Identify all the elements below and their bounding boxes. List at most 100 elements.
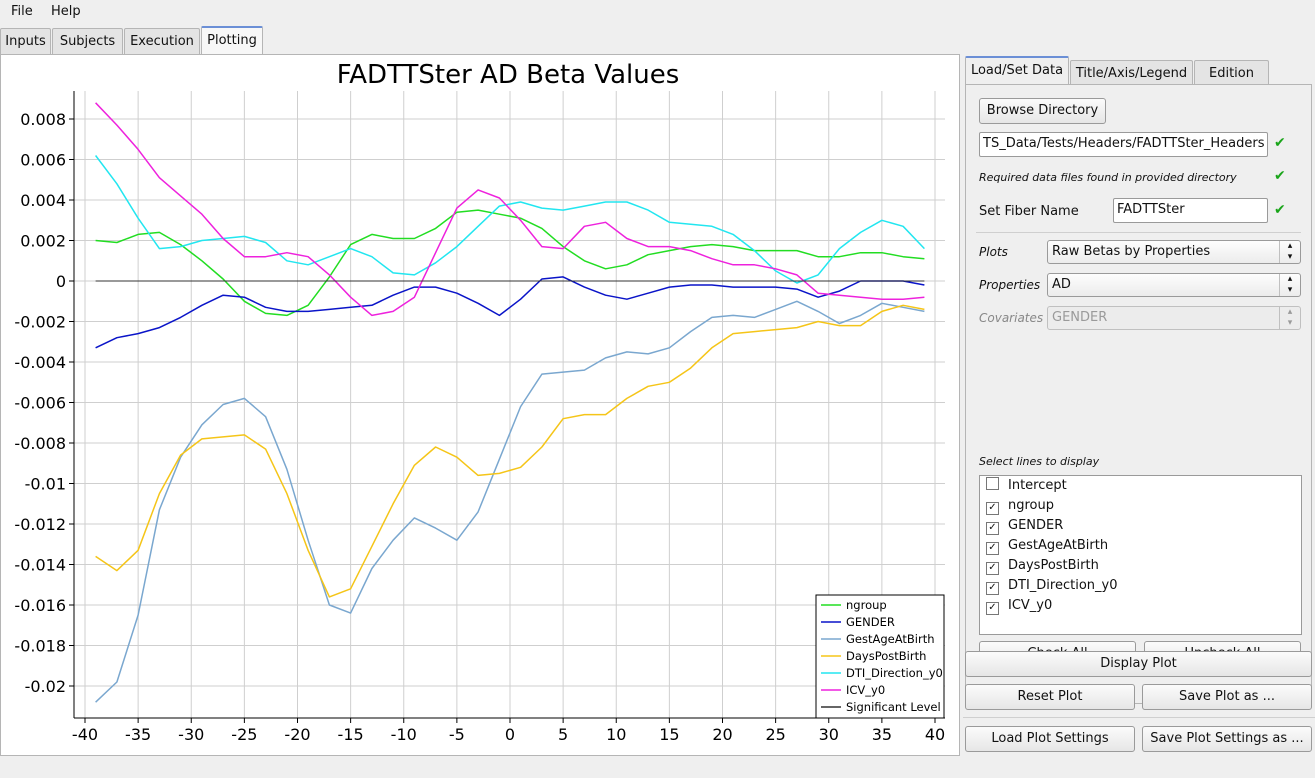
- x-tick-label: -25: [231, 725, 257, 744]
- x-tick-label: 10: [606, 725, 626, 744]
- properties-select-value: AD: [1052, 277, 1071, 292]
- properties-select[interactable]: AD ▴ ▾: [1047, 273, 1301, 297]
- lines-list: Intercept ✓ ngroup ✓ GENDER ✓ GestAgeAtBirt…: [979, 475, 1302, 635]
- y-tick-label: -0.018: [14, 637, 66, 656]
- checkbox-checked-icon[interactable]: ✓: [986, 502, 999, 515]
- series-line-dti-direction-y0: [95, 155, 925, 284]
- checkbox-checked-icon[interactable]: ✓: [986, 582, 999, 595]
- plots-select-value: Raw Betas by Properties: [1052, 244, 1211, 259]
- settings-panel: Load/Set Data Title/Axis/Legend Edition …: [963, 54, 1315, 756]
- y-tick-label: 0: [56, 272, 66, 291]
- covariates-select-value: GENDER: [1052, 310, 1108, 325]
- fiber-name-check-icon: ✔: [1274, 202, 1286, 218]
- menu-file[interactable]: File: [11, 4, 33, 19]
- checkbox-checked-icon[interactable]: ✓: [986, 602, 999, 615]
- covariates-label: Covariates: [979, 311, 1044, 325]
- y-tick-label: 0.006: [20, 151, 66, 170]
- x-tick-label: 0: [505, 725, 515, 744]
- checkbox-icon[interactable]: [986, 477, 999, 490]
- line-item-label: GENDER: [1008, 518, 1064, 533]
- save-plot-settings-button[interactable]: Save Plot Settings as ...: [1142, 726, 1312, 752]
- checkbox-checked-icon[interactable]: ✓: [986, 542, 999, 555]
- menubar: File Help: [0, 0, 1315, 24]
- line-item-gestageatbirth[interactable]: ✓ GestAgeAtBirth: [986, 537, 1108, 555]
- y-tick-label: -0.006: [14, 394, 66, 413]
- series-line-ngroup: [95, 209, 925, 317]
- line-item-label: DTI_Direction_y0: [1008, 578, 1118, 593]
- settings-tab-bar: Load/Set Data Title/Axis/Legend Edition: [963, 56, 1315, 87]
- x-tick-label: 35: [872, 725, 892, 744]
- tab-inputs[interactable]: Inputs: [0, 28, 51, 55]
- legend-entry: GENDER: [846, 615, 895, 629]
- legend-entry: Significant Level: [846, 700, 941, 714]
- save-plot-as-button[interactable]: Save Plot as ...: [1142, 684, 1312, 710]
- divider: [976, 232, 1301, 233]
- line-item-dayspostbirth[interactable]: ✓ DaysPostBirth: [986, 557, 1099, 575]
- tab-load-set-data[interactable]: Load/Set Data: [965, 56, 1069, 87]
- legend-entry: ngroup: [846, 598, 887, 612]
- series-line-icv-y0: [95, 102, 925, 317]
- x-tick-label: -20: [284, 725, 310, 744]
- status-bar: [0, 758, 1315, 778]
- plot-area: FADTTSter AD Beta Values -40 -35 -30 -25 -20 -…: [0, 54, 960, 756]
- select-arrows-icon: ▴ ▾: [1279, 307, 1300, 329]
- y-tick-label: 0.008: [20, 110, 66, 129]
- legend-entry: DaysPostBirth: [846, 649, 926, 663]
- tab-execution[interactable]: Execution: [124, 28, 200, 55]
- line-item-ngroup[interactable]: ✓ ngroup: [986, 497, 1054, 515]
- directory-field[interactable]: TS_Data/Tests/Headers/FADTTSter_Headers: [979, 132, 1268, 157]
- line-item-dti-direction[interactable]: ✓ DTI_Direction_y0: [986, 577, 1117, 595]
- browse-directory-button[interactable]: Browse Directory: [979, 98, 1106, 124]
- beta-values-chart: FADTTSter AD Beta Values -40 -35 -30 -25 -20 -…: [14, 60, 945, 744]
- x-tick-label: -30: [178, 725, 204, 744]
- select-arrows-icon: ▴ ▾: [1279, 241, 1300, 263]
- legend-entry: GestAgeAtBirth: [846, 632, 935, 646]
- x-tick-label: 25: [765, 725, 785, 744]
- checkbox-checked-icon[interactable]: ✓: [986, 562, 999, 575]
- chart-title: FADTTSter AD Beta Values: [337, 60, 680, 90]
- main-tab-bar: Inputs Subjects Execution Plotting: [0, 26, 1315, 56]
- covariates-select: GENDER ▴ ▾: [1047, 306, 1301, 330]
- tab-title-axis-legend[interactable]: Title/Axis/Legend: [1070, 60, 1193, 86]
- load-plot-settings-button[interactable]: Load Plot Settings: [965, 726, 1135, 752]
- y-tick-label: -0.01: [25, 475, 66, 494]
- x-tick-label: -10: [391, 725, 417, 744]
- files-found-message: Required data files found in provided di…: [979, 171, 1237, 184]
- x-tick-label: -40: [72, 725, 98, 744]
- line-item-label: Intercept: [1008, 478, 1067, 493]
- series-line-gestageatbirth: [95, 300, 925, 703]
- x-tick-label: 40: [925, 725, 945, 744]
- directory-valid-check-icon: ✔: [1274, 135, 1286, 151]
- plots-label: Plots: [979, 245, 1008, 259]
- x-tick-label: 15: [659, 725, 679, 744]
- fiber-name-input[interactable]: FADTTSter: [1113, 198, 1268, 223]
- line-item-label: ICV_y0: [1008, 598, 1053, 613]
- legend-entry: DTI_Direction_y0: [846, 666, 943, 680]
- checkbox-checked-icon[interactable]: ✓: [986, 522, 999, 535]
- y-tick-label: -0.016: [14, 596, 66, 615]
- y-tick-label: -0.02: [25, 677, 66, 696]
- legend-entry: ICV_y0: [846, 683, 885, 697]
- y-tick-label: -0.008: [14, 434, 66, 453]
- tab-edition[interactable]: Edition: [1194, 60, 1269, 86]
- load-set-data-pane: Browse Directory TS_Data/Tests/Headers/F…: [965, 84, 1312, 704]
- y-tick-label: -0.012: [14, 515, 66, 534]
- line-item-gender[interactable]: ✓ GENDER: [986, 517, 1063, 535]
- display-plot-button[interactable]: Display Plot: [965, 651, 1312, 677]
- y-tick-label: -0.004: [14, 353, 66, 372]
- y-tick-label: -0.002: [14, 313, 66, 332]
- line-item-intercept[interactable]: Intercept: [986, 477, 1067, 495]
- x-tick-label: 5: [558, 725, 568, 744]
- plots-select[interactable]: Raw Betas by Properties ▴ ▾: [1047, 240, 1301, 264]
- line-item-label: GestAgeAtBirth: [1008, 538, 1109, 553]
- x-tick-label: 30: [819, 725, 839, 744]
- series-line-dayspostbirth: [95, 304, 925, 598]
- menu-help[interactable]: Help: [51, 4, 81, 19]
- x-tick-label: -5: [449, 725, 465, 744]
- tab-subjects[interactable]: Subjects: [52, 28, 123, 55]
- fiber-name-label: Set Fiber Name: [979, 204, 1079, 219]
- tab-plotting[interactable]: Plotting: [201, 26, 263, 56]
- reset-plot-button[interactable]: Reset Plot: [965, 684, 1135, 710]
- x-tick-label: 20: [712, 725, 732, 744]
- line-item-icv[interactable]: ✓ ICV_y0: [986, 597, 1052, 615]
